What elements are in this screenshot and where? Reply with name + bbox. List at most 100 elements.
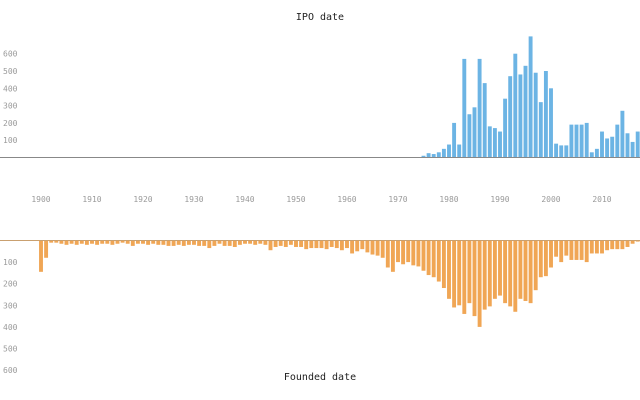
founded-bar-1966 [375, 240, 380, 256]
founded-bar-1945 [268, 240, 273, 251]
founded-bar-1904 [59, 240, 64, 244]
founded-bar-1927 [176, 240, 181, 245]
founded-bar-1981 [452, 240, 457, 308]
founded-bar-1951 [299, 240, 304, 247]
x-tick-label: 1910 [82, 195, 101, 204]
founded-bar-1998 [538, 240, 543, 278]
ipo-bar-1998 [538, 102, 543, 158]
founded-bars-group [39, 240, 640, 327]
founded-bar-1923 [156, 240, 161, 245]
ipo-bar-1997 [533, 72, 538, 158]
founded-bar-1934 [212, 240, 217, 246]
ipo-bar-1993 [513, 53, 518, 158]
founded-bar-1918 [130, 240, 135, 246]
ipo-bar-1994 [518, 74, 523, 158]
founded-bar-1996 [528, 240, 533, 304]
founded-bar-2004 [569, 240, 574, 260]
ipo-bar-2001 [554, 143, 559, 158]
ipo-bar-1980 [447, 144, 451, 158]
founded-bar-1979 [441, 240, 446, 289]
ipo-bar-1979 [441, 148, 446, 158]
ipo-bar-1988 [487, 126, 492, 158]
founded-bar-1909 [84, 240, 89, 245]
founded-bar-1993 [513, 240, 518, 312]
founded-bar-1937 [227, 240, 232, 246]
x-tick-label: 1930 [184, 195, 203, 204]
founded-bar-2015 [625, 240, 630, 247]
ipo-bar-2002 [559, 145, 564, 158]
founded-bar-1980 [447, 240, 451, 299]
ipo-bar-2011 [605, 138, 610, 158]
ipo-bar-2012 [610, 136, 615, 158]
founded-bar-1967 [380, 240, 385, 258]
ipo-bar-1981 [452, 122, 457, 158]
founded-y-tick-label: 200 [3, 280, 18, 289]
x-tick-label: 1920 [133, 195, 152, 204]
x-tick-label: 1970 [388, 195, 407, 204]
ipo-bar-1983 [462, 58, 467, 158]
founded-bar-1953 [309, 240, 314, 249]
ipo-y-tick-label: 100 [3, 136, 18, 145]
ipo-bar-2017 [635, 131, 640, 158]
founded-bar-1975 [421, 240, 426, 271]
founded-bar-1930 [192, 240, 196, 245]
founded-bar-1928 [181, 240, 186, 246]
founded-bar-1939 [237, 240, 242, 245]
founded-bar-1920 [141, 240, 145, 244]
founded-bar-1984 [467, 240, 472, 304]
ipo-bar-1995 [523, 65, 528, 158]
ipo-bar-1996 [528, 36, 533, 158]
ipo-bar-1984 [467, 114, 472, 158]
founded-bar-2016 [630, 240, 635, 244]
founded-bar-1956 [324, 240, 329, 250]
ipo-bar-1999 [543, 71, 548, 158]
ipo-bar-1989 [492, 128, 497, 158]
founded-bar-1944 [263, 240, 268, 245]
founded-y-tick-label: 500 [3, 345, 18, 354]
founded-bar-1916 [120, 240, 125, 243]
founded-bar-1901 [44, 240, 49, 258]
ipo-bar-2013 [615, 124, 620, 158]
ipo-y-tick-label: 400 [3, 84, 18, 93]
founded-y-tick-label: 100 [3, 258, 18, 267]
founded-bar-1955 [319, 240, 324, 249]
founded-bar-1906 [69, 240, 74, 244]
founded-bar-1931 [197, 240, 202, 246]
ipo-bar-2014 [620, 110, 625, 158]
ipo-y-tick-label: 200 [3, 119, 18, 128]
axes-group: 100 200 300 400 500 600 100 200 300 400 500 600 1900… [0, 50, 640, 375]
founded-bar-1991 [503, 240, 508, 304]
founded-bar-2005 [574, 240, 579, 260]
founded-bar-1914 [110, 240, 115, 245]
founded-bar-1985 [472, 240, 477, 317]
ipo-bar-2010 [600, 131, 604, 158]
founded-bar-1907 [74, 240, 79, 245]
founded-bar-1915 [115, 240, 120, 244]
founded-bar-1983 [462, 240, 467, 314]
ipo-bar-1977 [431, 154, 436, 158]
founded-bar-2001 [554, 240, 559, 257]
founded-bar-1950 [294, 240, 298, 247]
ipo-bar-2003 [564, 145, 569, 158]
founded-bar-1917 [125, 240, 130, 244]
ipo-chart-title: IPO date [296, 12, 344, 23]
ipo-bar-1982 [457, 144, 462, 158]
founded-bar-1943 [258, 240, 263, 244]
founded-bar-1976 [426, 240, 431, 276]
ipo-bar-1987 [482, 83, 487, 158]
founded-bar-1940 [243, 240, 247, 244]
founded-bar-1978 [436, 240, 441, 282]
founded-bar-2008 [589, 240, 594, 254]
founded-bar-1957 [329, 240, 334, 247]
founded-bar-2002 [559, 240, 564, 263]
founded-bar-1924 [161, 240, 166, 245]
founded-bar-2010 [600, 240, 604, 254]
x-tick-label: 1940 [235, 195, 254, 204]
founded-bar-1952 [304, 240, 309, 250]
ipo-y-tick-label: 500 [3, 67, 18, 76]
ipo-y-tick-label: 600 [3, 50, 18, 59]
founded-bar-1961 [350, 240, 355, 254]
founded-bar-2000 [549, 240, 553, 268]
